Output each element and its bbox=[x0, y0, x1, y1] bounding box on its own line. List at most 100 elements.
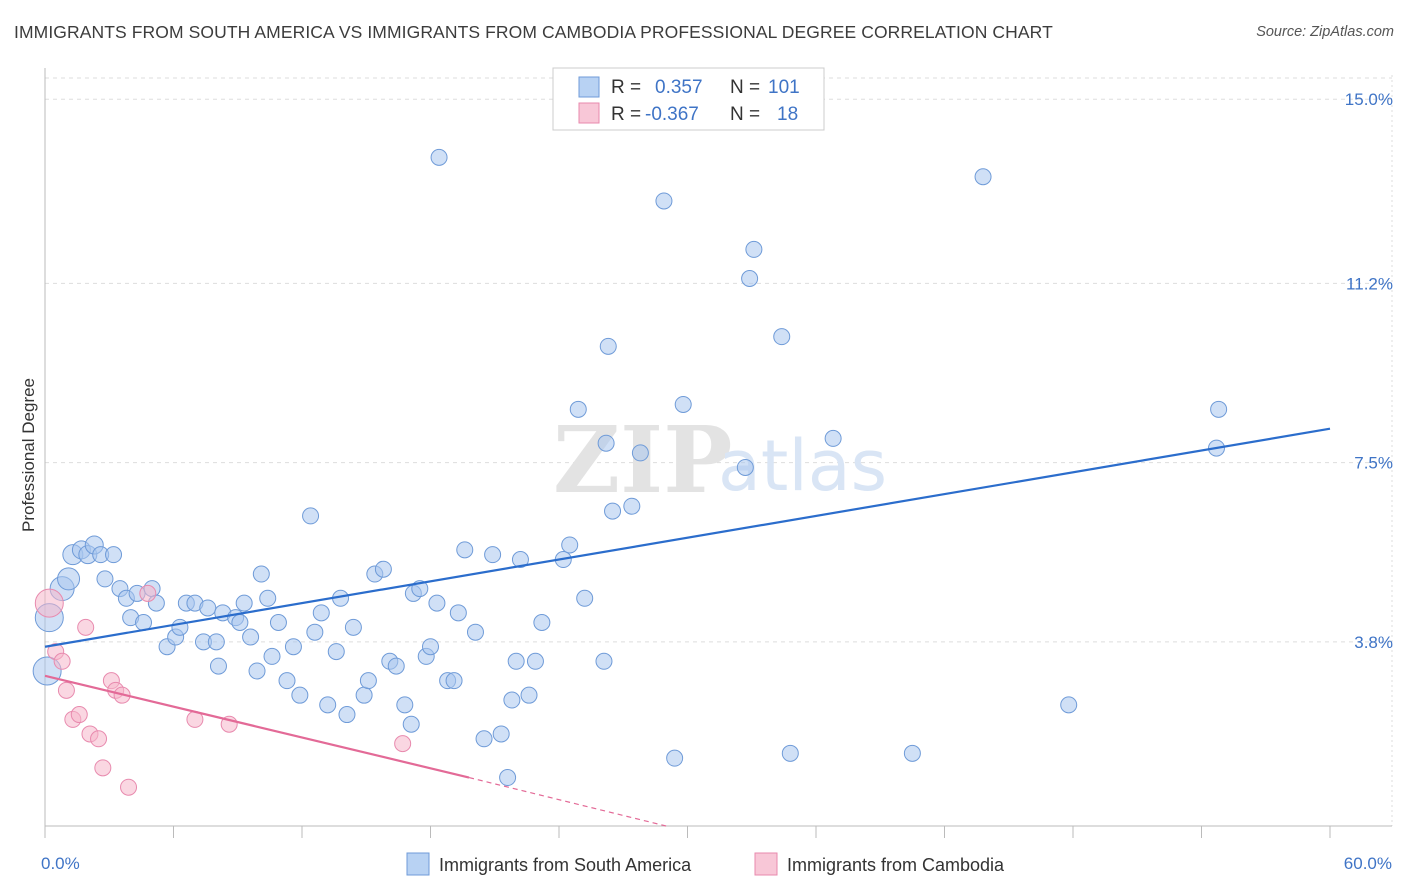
point-south-america bbox=[561, 536, 579, 554]
point-south-america bbox=[511, 551, 529, 569]
chart-title: IMMIGRANTS FROM SOUTH AMERICA VS IMMIGRA… bbox=[14, 22, 1053, 42]
point-south-america bbox=[263, 647, 281, 665]
legend-r-label-1: R = bbox=[611, 77, 641, 98]
point-south-america bbox=[576, 589, 594, 607]
point-south-america bbox=[736, 458, 754, 476]
point-cambodia bbox=[34, 588, 64, 618]
axes bbox=[44, 68, 1392, 838]
point-south-america bbox=[604, 502, 622, 520]
point-cambodia bbox=[90, 730, 108, 748]
correlation-legend: R = 0.357 N = 101 R = -0.367 N = 18 bbox=[552, 67, 825, 131]
x-tick-label: 60.0% bbox=[1344, 854, 1392, 873]
y-tick-label: 15.0% bbox=[1345, 90, 1393, 109]
y-tick-label: 3.8% bbox=[1354, 633, 1393, 652]
point-south-america bbox=[396, 696, 414, 714]
point-south-america bbox=[631, 444, 649, 462]
y-axis-label: Professional Degree bbox=[19, 378, 38, 532]
legend-n-value-2: 18 bbox=[777, 104, 798, 125]
point-south-america bbox=[402, 715, 420, 733]
point-south-america bbox=[374, 560, 392, 578]
legend-swatch-pink bbox=[578, 102, 600, 124]
point-cambodia bbox=[139, 584, 157, 602]
trend-line-south-america bbox=[44, 427, 1331, 648]
bottom-legend-swatch-pink bbox=[754, 852, 778, 876]
point-south-america bbox=[741, 269, 759, 287]
point-south-america bbox=[57, 567, 81, 591]
point-south-america bbox=[824, 429, 842, 447]
point-south-america bbox=[445, 672, 463, 690]
point-south-america bbox=[520, 686, 538, 704]
point-south-america bbox=[1060, 696, 1078, 714]
point-south-america bbox=[623, 497, 641, 515]
point-south-america bbox=[259, 589, 277, 607]
watermark: ZIP atlas bbox=[553, 406, 887, 514]
point-south-america bbox=[344, 618, 362, 636]
point-south-america bbox=[387, 657, 405, 675]
point-south-america bbox=[745, 240, 763, 258]
point-south-america bbox=[456, 541, 474, 559]
legend-n-value-1: 101 bbox=[768, 77, 800, 98]
point-south-america bbox=[422, 638, 439, 656]
point-south-america bbox=[359, 672, 377, 690]
point-south-america bbox=[338, 706, 356, 724]
point-south-america bbox=[492, 725, 510, 743]
legend-r-value-2: -0.367 bbox=[645, 104, 699, 125]
point-south-america bbox=[105, 546, 123, 564]
point-cambodia bbox=[120, 778, 138, 796]
point-south-america bbox=[207, 633, 225, 651]
legend-r-value-1: 0.357 bbox=[655, 77, 703, 98]
point-south-america bbox=[319, 696, 337, 714]
point-south-america bbox=[599, 337, 617, 355]
point-south-america bbox=[595, 652, 613, 670]
point-south-america bbox=[291, 686, 309, 704]
point-south-america bbox=[533, 614, 551, 632]
point-south-america bbox=[597, 434, 615, 452]
trend-lines bbox=[44, 427, 1331, 827]
legend-n-label-2: N = bbox=[730, 104, 760, 125]
point-south-america bbox=[306, 623, 324, 641]
source-label: Source: ZipAtlas.com bbox=[1256, 24, 1394, 40]
point-south-america bbox=[231, 614, 249, 632]
point-south-america bbox=[327, 643, 345, 661]
point-south-america bbox=[475, 730, 493, 748]
point-south-america bbox=[96, 570, 114, 588]
point-south-america bbox=[252, 565, 270, 583]
legend-r-label-2: R = bbox=[611, 104, 641, 125]
point-south-america bbox=[199, 599, 217, 617]
y-tick-label: 7.5% bbox=[1354, 454, 1393, 473]
point-south-america bbox=[1210, 400, 1228, 418]
legend-swatch-blue bbox=[578, 76, 600, 98]
x-tick-label: 0.0% bbox=[41, 854, 80, 873]
bottom-legend-label-cambodia: Immigrants from Cambodia bbox=[787, 855, 1005, 875]
point-south-america bbox=[781, 744, 799, 762]
point-south-america bbox=[302, 507, 320, 525]
tick-labels: 3.8% 7.5% 11.2% 15.0% 0.0% 60.0% bbox=[41, 90, 1393, 873]
bottom-legend: Immigrants from South America Immigrants… bbox=[406, 852, 1005, 876]
point-south-america bbox=[974, 168, 992, 186]
point-south-america bbox=[674, 395, 692, 413]
point-cambodia bbox=[53, 652, 71, 670]
point-cambodia bbox=[394, 735, 412, 753]
point-south-america bbox=[278, 672, 296, 690]
point-cambodia bbox=[70, 706, 88, 724]
point-cambodia bbox=[77, 618, 95, 636]
point-south-america bbox=[171, 618, 189, 636]
point-south-america bbox=[355, 686, 373, 704]
y-tick-label: 11.2% bbox=[1346, 274, 1393, 293]
point-south-america bbox=[903, 744, 921, 762]
point-south-america bbox=[466, 623, 484, 641]
grid-lines bbox=[45, 75, 1393, 826]
point-south-america bbox=[655, 192, 673, 210]
point-south-america bbox=[569, 400, 587, 418]
point-south-america bbox=[666, 749, 684, 767]
bottom-legend-label-south-america: Immigrants from South America bbox=[439, 855, 692, 875]
point-south-america bbox=[209, 657, 227, 675]
trend-line-cambodia bbox=[44, 674, 470, 779]
point-south-america bbox=[449, 604, 467, 622]
point-south-america bbox=[269, 614, 287, 632]
point-south-america bbox=[484, 546, 502, 564]
point-south-america bbox=[242, 628, 260, 646]
point-south-america bbox=[430, 148, 448, 166]
point-south-america bbox=[526, 652, 544, 670]
